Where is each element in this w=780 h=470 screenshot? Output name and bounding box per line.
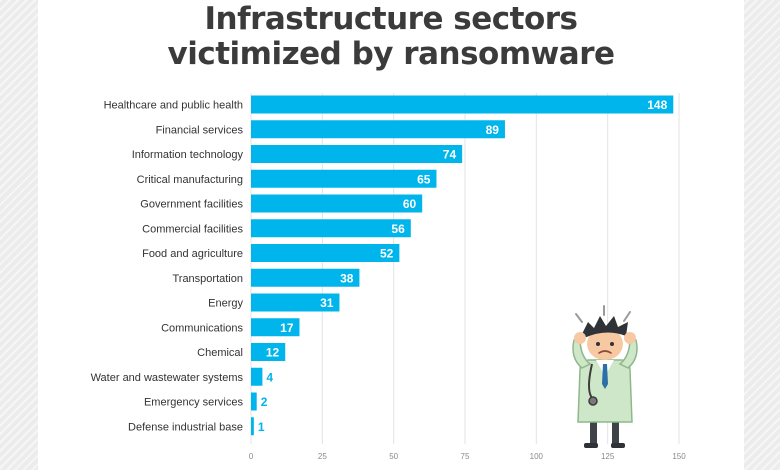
value-label: 56 <box>391 222 405 236</box>
value-label: 65 <box>417 172 431 186</box>
x-tick-label: 150 <box>672 452 686 461</box>
bar-4 <box>251 194 423 213</box>
category-label: Critical manufacturing <box>137 174 243 186</box>
category-label: Water and wastewater systems <box>91 372 244 384</box>
bar-5 <box>251 219 411 238</box>
value-label: 1 <box>258 420 265 434</box>
chart-title: Infrastructure sectors victimized by ran… <box>38 2 744 72</box>
value-label: 89 <box>486 123 500 137</box>
value-label: 17 <box>280 321 294 335</box>
bar-2 <box>251 145 463 163</box>
category-label: Emergency services <box>144 397 244 409</box>
category-label: Energy <box>208 298 243 310</box>
bar-9 <box>251 318 300 337</box>
x-tick-label: 50 <box>389 452 398 461</box>
bar-7 <box>251 268 360 287</box>
value-label: 60 <box>403 197 417 211</box>
bar-8 <box>251 293 340 312</box>
value-label: 12 <box>266 346 280 360</box>
value-label: 4 <box>266 370 273 384</box>
bar-3 <box>251 169 437 188</box>
bar-0 <box>251 95 674 114</box>
bar-11 <box>251 367 263 386</box>
value-label: 74 <box>443 148 457 162</box>
worried-doctor-illustration <box>572 305 638 448</box>
x-tick-label: 100 <box>530 452 544 461</box>
category-label: Commercial facilities <box>142 223 243 235</box>
x-tick-label: 25 <box>318 452 327 461</box>
bar-6 <box>251 244 400 262</box>
category-label: Communications <box>161 322 243 334</box>
category-label: Defense industrial base <box>128 421 243 433</box>
value-label: 148 <box>647 98 667 112</box>
value-label: 52 <box>380 247 394 261</box>
title-line-2: victimized by ransomware <box>167 36 615 72</box>
title-line-1: Infrastructure sectors <box>204 1 578 37</box>
category-label: Chemical <box>197 347 243 359</box>
bar-10 <box>251 343 286 361</box>
x-tick-label: 0 <box>249 452 254 461</box>
category-label: Transportation <box>172 273 243 285</box>
value-label: 38 <box>340 271 354 285</box>
category-label: Food and agriculture <box>142 248 243 260</box>
category-label: Government facilities <box>140 199 243 211</box>
bar-13 <box>251 417 254 436</box>
x-tick-label: 75 <box>461 452 470 461</box>
bar-1 <box>251 120 505 139</box>
category-label: Information technology <box>132 149 244 161</box>
value-label: 31 <box>320 296 334 310</box>
x-tick-label: 125 <box>601 452 615 461</box>
category-label: Financial services <box>156 124 244 136</box>
bar-12 <box>251 392 257 411</box>
category-label: Healthcare and public health <box>104 100 243 112</box>
value-label: 2 <box>261 395 268 409</box>
